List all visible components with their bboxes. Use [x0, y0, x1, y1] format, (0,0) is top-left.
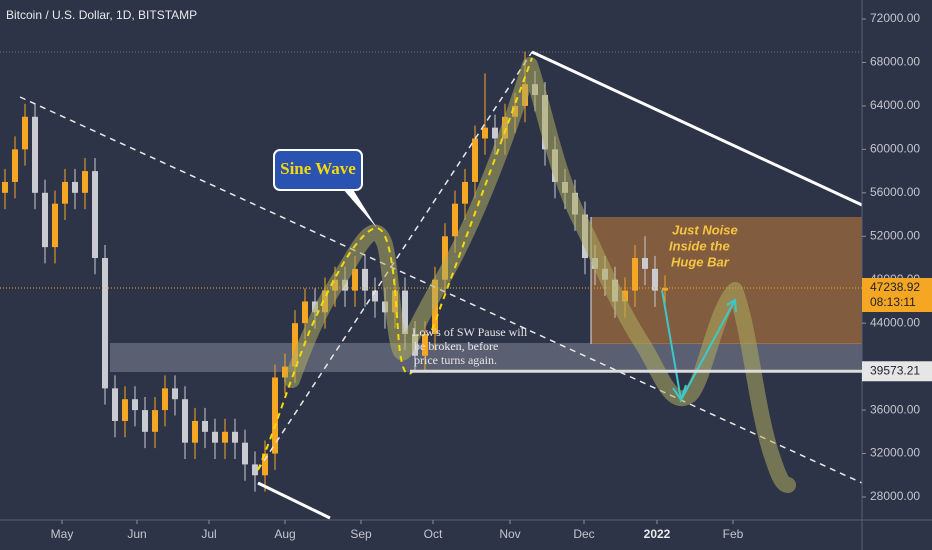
candle-body — [272, 377, 278, 454]
candle-body — [662, 287, 668, 291]
annotation: Just Noise — [672, 222, 738, 237]
candle-body — [652, 268, 658, 291]
y-tick-label: 32000.00 — [870, 446, 920, 460]
annotation: price turns again. — [414, 353, 497, 367]
candle-body — [162, 388, 168, 411]
callout-box — [273, 149, 363, 191]
x-tick-label: Oct — [424, 527, 443, 541]
y-tick-label: 64000.00 — [870, 98, 920, 112]
callout-text: Sine Wave — [280, 159, 356, 178]
candle-body — [482, 127, 488, 139]
candle-body — [262, 453, 268, 476]
candle-body — [622, 290, 628, 302]
candle-body — [112, 388, 118, 421]
candle-body — [442, 236, 448, 280]
candle-body — [292, 323, 298, 367]
projection-stroke — [284, 57, 796, 493]
x-tick-label: Jul — [201, 527, 216, 541]
last-price-label: 47238.92 — [870, 280, 920, 294]
candle-body — [472, 138, 478, 182]
candle-body — [202, 420, 208, 432]
x-tick-label: 2022 — [644, 527, 671, 541]
candle-body — [62, 181, 68, 204]
y-tick-label: 44000.00 — [870, 315, 920, 329]
candle-body — [212, 431, 218, 443]
chart-title: Bitcoin / U.S. Dollar, 1D, BITSTAMP — [6, 8, 197, 22]
candle-body — [52, 203, 58, 248]
candle-body — [72, 181, 78, 193]
candle-body — [352, 268, 358, 291]
candle-body — [182, 399, 188, 443]
annotation: be broken, before — [414, 339, 498, 353]
candle-body — [2, 181, 8, 193]
candle-body — [252, 464, 258, 476]
x-tick-label: Sep — [350, 527, 372, 541]
candle-body — [452, 203, 458, 237]
countdown-label: 08:13:11 — [870, 295, 916, 309]
candle-body — [242, 442, 248, 465]
candle-body — [382, 301, 388, 313]
candle-body — [192, 420, 198, 443]
candle-body — [42, 192, 48, 248]
candle-body — [152, 410, 158, 432]
y-tick-label: 56000.00 — [870, 185, 920, 199]
trend-line — [257, 481, 331, 520]
y-tick-label: 36000.00 — [870, 402, 920, 416]
candle-body — [362, 268, 368, 291]
candle-body — [22, 116, 28, 150]
x-tick-label: May — [51, 527, 74, 541]
candle-body — [172, 388, 178, 400]
candle-body — [642, 258, 648, 269]
annotation: Inside the — [669, 238, 730, 253]
candle-body — [402, 290, 408, 335]
candle-body — [82, 171, 88, 193]
candle-body — [142, 410, 148, 432]
candle-body — [462, 181, 468, 204]
sine-wave — [431, 57, 533, 331]
candle-body — [632, 258, 638, 291]
pause-zone — [110, 343, 862, 372]
trend-line — [531, 50, 863, 207]
candle-body — [92, 171, 98, 258]
candle-body — [102, 258, 108, 389]
y-tick-label: 72000.00 — [870, 11, 920, 25]
last-price-box — [862, 277, 932, 312]
annotation: Huge Bar — [671, 254, 730, 269]
candle-body — [372, 290, 378, 302]
y-tick-label: 28000.00 — [870, 489, 920, 503]
x-tick-label: Dec — [573, 527, 594, 541]
candle-body — [32, 116, 38, 193]
candle-body — [302, 301, 308, 324]
arrow-head — [726, 298, 737, 313]
candle-body — [232, 431, 238, 443]
candle-body — [422, 334, 428, 356]
x-tick-label: Jun — [127, 527, 146, 541]
x-tick-label: Feb — [723, 527, 744, 541]
arrow-head — [672, 384, 687, 403]
candle-body — [132, 399, 138, 411]
candles — [2, 51, 668, 492]
x-tick-label: Nov — [499, 527, 520, 541]
y-tick-label: 52000.00 — [870, 228, 920, 242]
annotation: Low's of SW Pause will — [412, 325, 528, 339]
x-tick-label: Aug — [274, 527, 295, 541]
candle-body — [122, 399, 128, 421]
candle-body — [282, 366, 288, 378]
candle-body — [342, 279, 348, 291]
y-tick-label: 68000.00 — [870, 55, 920, 69]
level-label: 39573.21 — [870, 363, 920, 377]
level-box — [862, 361, 932, 382]
y-tick-label: 60000.00 — [870, 142, 920, 156]
candle-body — [222, 431, 228, 443]
callout-pointer — [342, 188, 377, 228]
candle-body — [12, 149, 18, 182]
candle-body — [492, 127, 498, 139]
